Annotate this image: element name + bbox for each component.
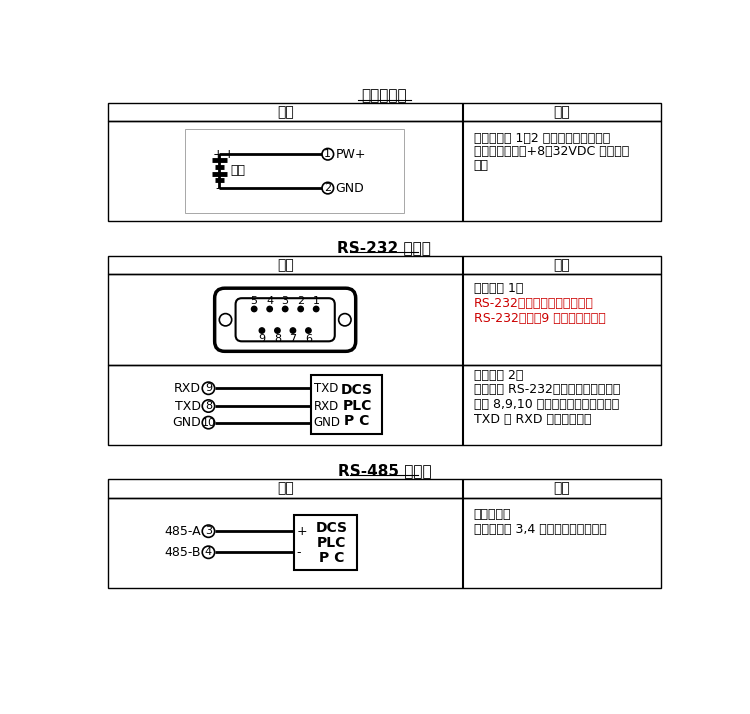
Circle shape — [274, 328, 280, 333]
Text: 9: 9 — [205, 383, 212, 393]
Text: 8: 8 — [274, 334, 281, 344]
Text: -: - — [297, 545, 302, 559]
Text: RXD: RXD — [174, 382, 201, 395]
Text: 按左图使用 3,4 脚的螺丝端子连接。: 按左图使用 3,4 脚的螺丝端子连接。 — [473, 523, 606, 536]
Text: 围。: 围。 — [473, 159, 488, 172]
Text: PLC: PLC — [317, 536, 346, 550]
Text: 接线: 接线 — [277, 258, 293, 272]
Text: RS-232 接线图: RS-232 接线图 — [338, 240, 431, 255]
Text: 1: 1 — [324, 149, 332, 159]
Text: TXD: TXD — [175, 400, 201, 413]
Text: GND: GND — [172, 416, 201, 429]
Text: GND: GND — [335, 181, 364, 195]
Text: 使用 8,9,10 脚的螺丝端子连接。注意: 使用 8,9,10 脚的螺丝端子连接。注意 — [473, 398, 619, 411]
Text: +: + — [212, 148, 223, 161]
Text: 说明: 说明 — [554, 258, 570, 272]
Text: RS-232接口插上与设备相连的: RS-232接口插上与设备相连的 — [473, 297, 593, 310]
Text: 按左图使用 1，2 脚的螺丝端子连接电: 按左图使用 1，2 脚的螺丝端子连接电 — [473, 131, 610, 144]
Bar — [108, 479, 661, 498]
Text: 2: 2 — [324, 183, 332, 193]
Circle shape — [260, 328, 265, 333]
Text: PLC: PLC — [343, 399, 372, 413]
Text: TXD: TXD — [314, 382, 338, 395]
FancyBboxPatch shape — [214, 288, 356, 351]
Text: 电源接线图: 电源接线图 — [362, 89, 407, 104]
Text: +: + — [224, 148, 235, 161]
Text: 接线: 接线 — [277, 105, 293, 119]
Text: RS-232插口（9 针公口）即可。: RS-232插口（9 针公口）即可。 — [473, 313, 605, 326]
Text: -: - — [224, 181, 229, 195]
Text: 3: 3 — [282, 296, 289, 306]
Bar — [108, 121, 661, 221]
Text: 电源: 电源 — [230, 164, 245, 177]
Text: 1: 1 — [313, 296, 320, 306]
Text: 4: 4 — [205, 547, 212, 557]
Text: PW+: PW+ — [335, 148, 366, 161]
Text: 若你没有 RS-232插头，也可以按左图: 若你没有 RS-232插头，也可以按左图 — [473, 383, 620, 396]
Circle shape — [290, 328, 296, 333]
Text: GND: GND — [314, 416, 340, 429]
Circle shape — [283, 306, 288, 312]
Text: RXD: RXD — [314, 400, 339, 413]
Bar — [294, 515, 357, 570]
Bar — [108, 365, 661, 445]
Text: 485-B: 485-B — [164, 545, 201, 559]
Text: 6: 6 — [305, 334, 312, 344]
Text: +: + — [297, 525, 307, 538]
Text: 9: 9 — [258, 334, 266, 344]
Text: 说明: 说明 — [554, 105, 570, 119]
Text: 接线方法 2：: 接线方法 2： — [473, 368, 523, 382]
Text: 接线方法 1：: 接线方法 1： — [473, 282, 523, 295]
Text: 7: 7 — [290, 334, 296, 344]
Text: 3: 3 — [205, 526, 212, 536]
Circle shape — [298, 306, 304, 312]
Circle shape — [251, 306, 257, 312]
Bar — [108, 274, 661, 365]
Text: 485-A: 485-A — [164, 525, 201, 538]
Bar — [108, 498, 661, 588]
Text: TXD 和 RXD 要交叉连接。: TXD 和 RXD 要交叉连接。 — [473, 413, 591, 426]
Text: 8: 8 — [205, 401, 212, 411]
Circle shape — [306, 328, 311, 333]
Text: RS-485 接线图: RS-485 接线图 — [338, 463, 431, 478]
Text: 4: 4 — [266, 296, 273, 306]
Text: P C: P C — [320, 550, 344, 565]
Bar — [108, 103, 661, 121]
Text: 说明: 说明 — [554, 481, 570, 496]
Text: 2: 2 — [297, 296, 304, 306]
Circle shape — [267, 306, 272, 312]
FancyBboxPatch shape — [236, 298, 334, 341]
Bar — [108, 256, 661, 274]
Text: DCS: DCS — [341, 383, 373, 397]
Text: 5: 5 — [251, 296, 258, 306]
Text: 接线方法：: 接线方法： — [473, 508, 511, 521]
Bar — [310, 375, 382, 435]
Text: 源。工作电源为+8～32VDC 宽供电范: 源。工作电源为+8～32VDC 宽供电范 — [473, 146, 628, 159]
Text: P C: P C — [344, 414, 370, 428]
Circle shape — [314, 306, 319, 312]
Text: 10: 10 — [202, 418, 215, 428]
Text: 接线: 接线 — [277, 481, 293, 496]
Text: DCS: DCS — [316, 521, 348, 536]
Text: -: - — [215, 181, 220, 195]
Bar — [185, 129, 404, 213]
